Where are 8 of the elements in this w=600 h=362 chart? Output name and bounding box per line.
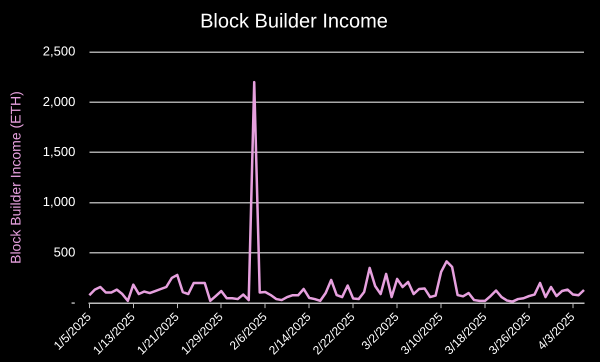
y-tick-label: -: [70, 294, 76, 310]
y-tick-label: 1,000: [42, 194, 76, 210]
y-tick-label: 2,500: [42, 44, 76, 59]
y-tick-label: 2,000: [42, 94, 76, 109]
y-axis-title: Block Builder Income (ETH): [7, 91, 24, 264]
y-tick-label: 500: [54, 244, 76, 260]
y-tick-label: 1,500: [42, 144, 76, 160]
chart-title: Block Builder Income: [200, 10, 388, 33]
